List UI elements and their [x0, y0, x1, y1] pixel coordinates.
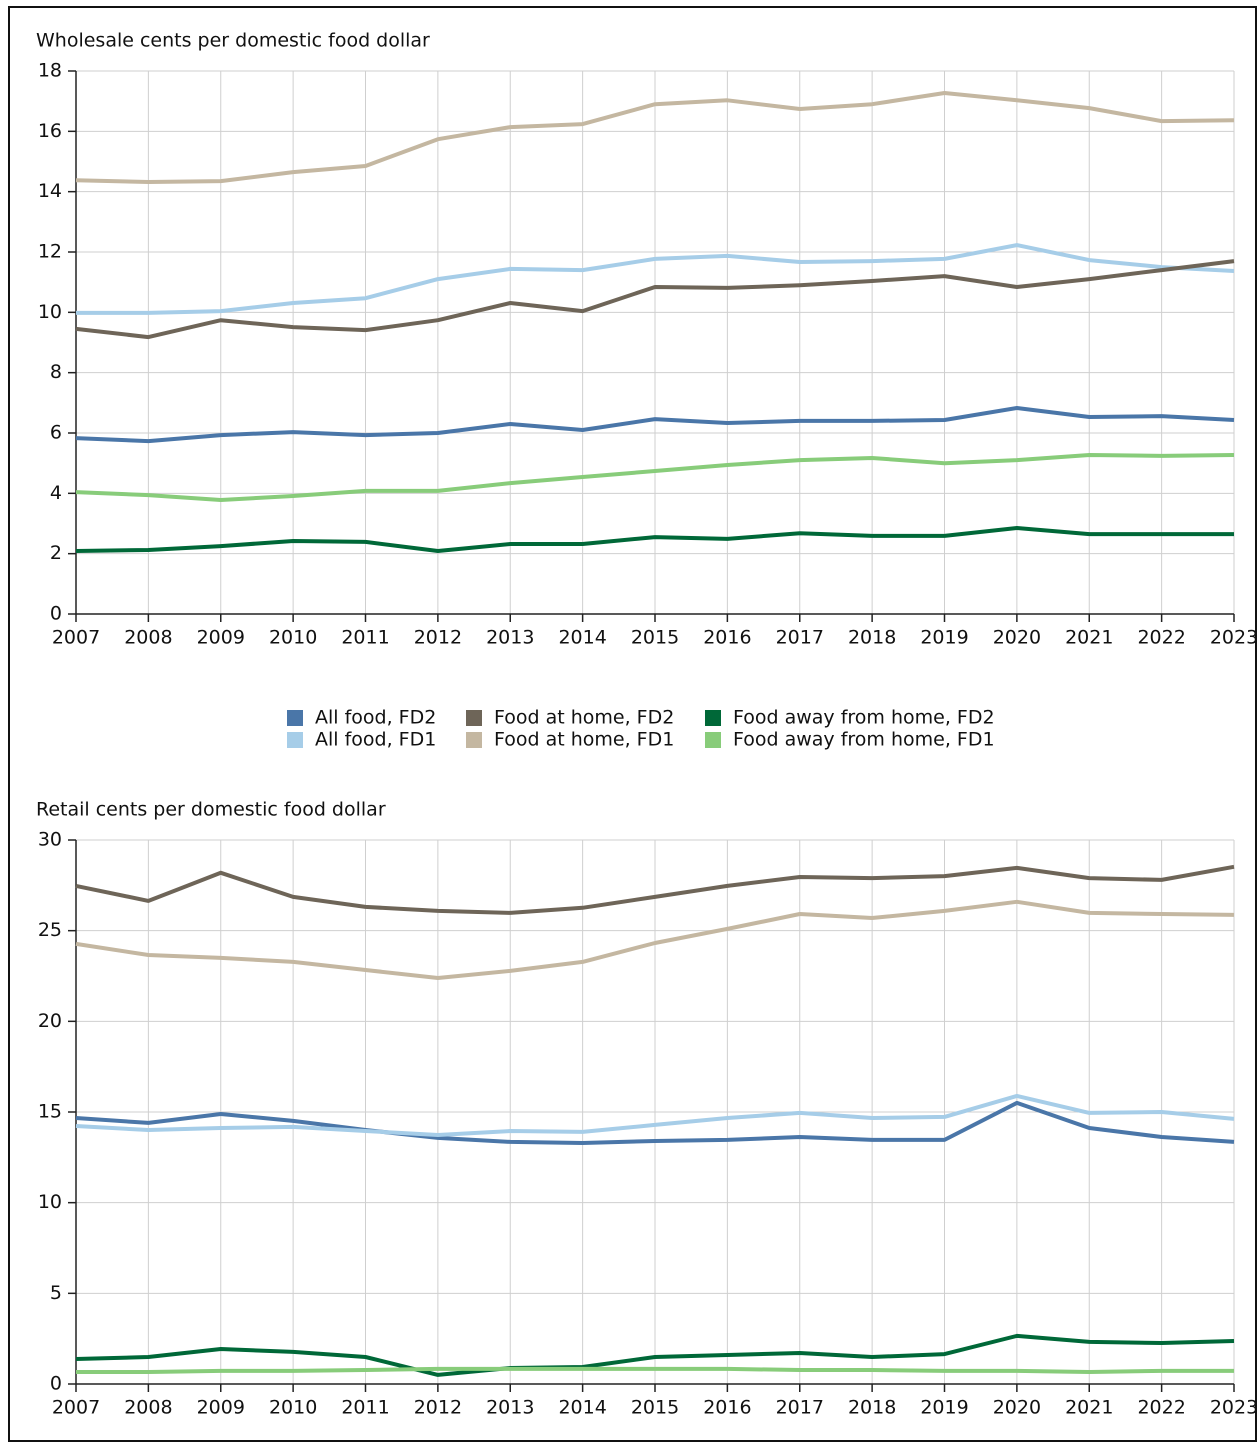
y-tick-label: 6 [50, 422, 62, 444]
y-tick-label: 4 [50, 482, 62, 504]
x-tick-label: 2012 [414, 1397, 462, 1419]
x-tick-label: 2011 [341, 627, 389, 649]
series-line [75, 1100, 1235, 1145]
x-tick-label: 2016 [703, 627, 751, 649]
series-line [75, 91, 1235, 184]
series-line [76, 1366, 1234, 1374]
x-tick-label: 2013 [486, 1397, 534, 1419]
x-tick-label: 2018 [848, 627, 896, 649]
x-tick-label: 2017 [776, 627, 824, 649]
x-tick-label: 2019 [920, 627, 968, 649]
x-tick-label: 2021 [1065, 1397, 1113, 1419]
x-tick-label: 2012 [414, 627, 462, 649]
series-line [75, 259, 1235, 340]
series-line [75, 864, 1235, 915]
y-tick-label: 10 [38, 301, 62, 323]
legend-label: Food away from home, FD2 [733, 707, 995, 729]
y-tick-label: 16 [38, 120, 62, 142]
x-tick-label: 2022 [1137, 1397, 1185, 1419]
x-tick-label: 2020 [993, 1397, 1041, 1419]
y-tick-label: 25 [38, 919, 62, 941]
x-tick-label: 2013 [486, 627, 534, 649]
x-tick-label: 2009 [197, 1397, 245, 1419]
x-tick-label: 2008 [124, 1397, 172, 1419]
legend-swatch [466, 710, 482, 726]
frame [8, 6, 1257, 1442]
legend-label: Food at home, FD1 [494, 729, 674, 751]
chart-title: Wholesale cents per domestic food dollar [36, 30, 430, 52]
y-tick-label: 8 [50, 361, 62, 383]
x-tick-label: 2010 [269, 627, 317, 649]
y-tick-label: 10 [38, 1191, 62, 1213]
x-tick-label: 2018 [848, 1397, 896, 1419]
x-tick-label: 2022 [1137, 627, 1185, 649]
legend-swatch [287, 710, 303, 726]
x-tick-label: 2007 [52, 1397, 100, 1419]
y-tick-label: 5 [50, 1282, 62, 1304]
y-tick-label: 12 [38, 241, 62, 263]
series-line [75, 899, 1235, 980]
x-tick-label: 2014 [558, 627, 606, 649]
x-tick-label: 2015 [631, 1397, 679, 1419]
series-line [75, 453, 1235, 502]
x-tick-label: 2007 [52, 627, 100, 649]
x-tick-label: 2009 [197, 627, 245, 649]
legend-label: Food at home, FD2 [494, 707, 674, 729]
legend-swatch [466, 732, 482, 748]
x-tick-label: 2010 [269, 1397, 317, 1419]
x-tick-label: 2021 [1065, 627, 1113, 649]
series-line [76, 243, 1235, 315]
y-tick-label: 30 [38, 829, 62, 851]
y-tick-label: 14 [38, 180, 62, 202]
x-tick-label: 2023 [1210, 1397, 1258, 1419]
legend-swatch [705, 710, 721, 726]
x-tick-label: 2008 [124, 627, 172, 649]
series-line [75, 526, 1234, 553]
x-tick-label: 2016 [703, 1397, 751, 1419]
y-tick-label: 0 [50, 1373, 62, 1395]
x-tick-label: 2019 [920, 1397, 968, 1419]
y-tick-label: 0 [50, 603, 62, 625]
y-tick-label: 15 [38, 1101, 62, 1123]
chart-title: Retail cents per domestic food dollar [36, 799, 386, 821]
series-line [75, 1093, 1235, 1137]
x-tick-label: 2011 [341, 1397, 389, 1419]
y-tick-label: 18 [38, 60, 62, 82]
y-tick-label: 2 [50, 542, 62, 564]
x-tick-label: 2017 [776, 1397, 824, 1419]
x-tick-label: 2020 [993, 627, 1041, 649]
legend-swatch [287, 732, 303, 748]
x-tick-label: 2015 [631, 627, 679, 649]
legend-label: All food, FD1 [315, 729, 436, 751]
x-tick-label: 2023 [1210, 627, 1258, 649]
y-tick-label: 20 [38, 1010, 62, 1032]
legend-swatch [705, 732, 721, 748]
legend-label: All food, FD2 [315, 707, 436, 729]
legend-label: Food away from home, FD1 [733, 729, 995, 751]
series-line [75, 406, 1235, 444]
x-tick-label: 2014 [558, 1397, 606, 1419]
series-line [75, 1333, 1235, 1377]
